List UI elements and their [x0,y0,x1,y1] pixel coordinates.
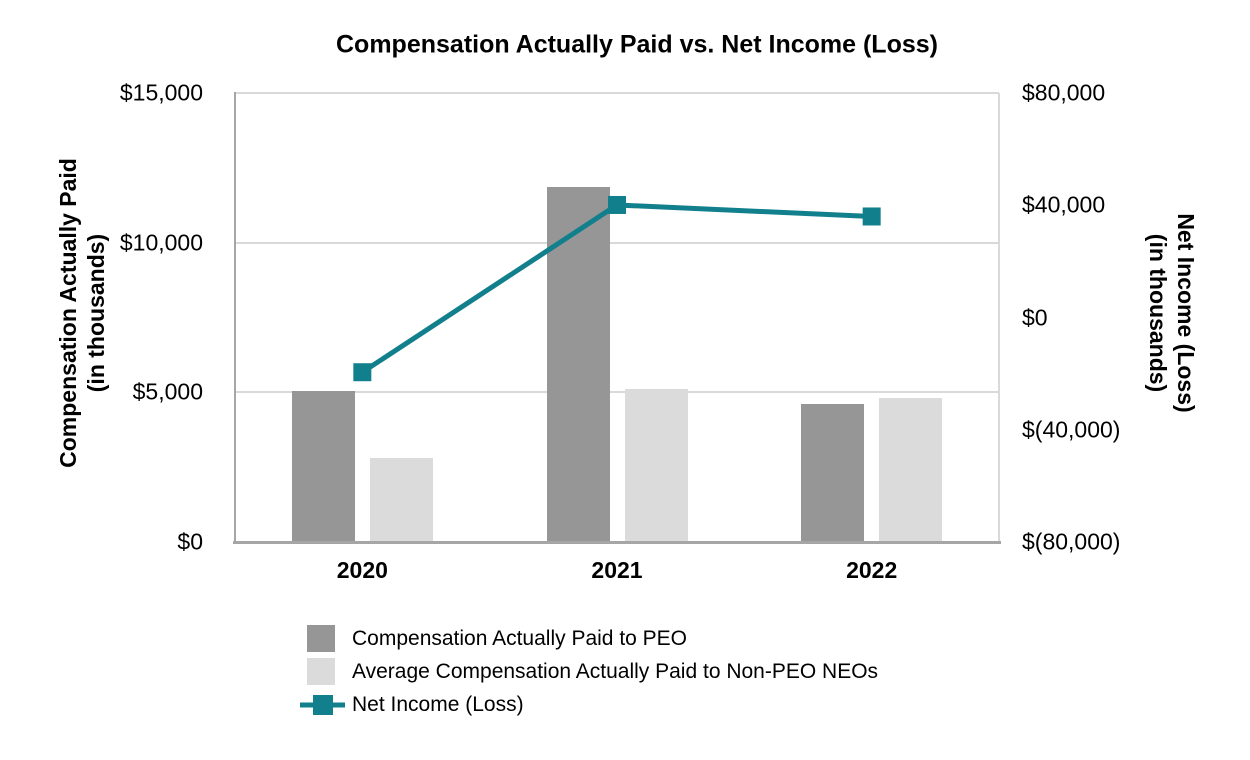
chart-title: Compensation Actually Paid vs. Net Incom… [336,30,938,59]
left-tick-label: $15,000 [119,79,203,106]
plot-area [233,92,1001,544]
net-income-swatch-slot [300,691,345,718]
net-income-marker-2020 [353,363,372,382]
net-income-line [360,202,872,375]
bar-non-peo-2022 [879,398,943,542]
x-axis-line [233,541,1001,544]
bar-non-peo-2020 [369,458,433,542]
bar-non-peo-2021 [624,389,688,542]
legend-item-non-peo: Average Compensation Actually Paid to No… [300,655,878,688]
x-label-2021: 2021 [591,557,643,583]
left-tick-label: $5,000 [132,378,203,405]
left-axis-ticks: $15,000 $10,000 $5,000 $0 [0,0,203,760]
gridline-10000 [235,241,999,244]
left-tick-label: $10,000 [119,229,203,256]
right-tick-label: $(80,000) [1022,528,1121,555]
plot-border-right [998,93,1000,542]
x-label-2020: 2020 [336,557,388,583]
right-axis-ticks: $80,000 $40,000 $0 $(40,000) $(80,000) [1022,0,1222,760]
right-tick-label: $80,000 [1022,79,1106,106]
legend-label-peo: Compensation Actually Paid to PEO [352,626,688,650]
y-axis-line [234,92,236,543]
right-tick-label: $(40,000) [1022,416,1121,443]
non-peo-swatch-slot [300,658,345,685]
gridline-5000 [235,391,999,394]
non-peo-bar-swatch-icon [307,658,335,685]
net-income-marker-2022 [862,207,881,226]
net-income-marker-swatch-icon [312,694,333,715]
bar-peo-2022 [801,404,865,542]
right-tick-label: $40,000 [1022,191,1106,218]
net-income-marker-2021 [608,195,626,214]
left-tick-label: $0 [177,528,203,555]
bar-peo-2020 [291,390,355,542]
peo-swatch-slot [300,625,345,652]
peo-bar-swatch-icon [307,625,335,652]
right-tick-label: $0 [1022,304,1048,330]
legend-label-net-income: Net Income (Loss) [352,692,524,716]
legend-label-non-peo: Average Compensation Actually Paid to No… [352,659,879,683]
x-label-2022: 2022 [846,557,898,583]
legend-item-net-income: Net Income (Loss) [300,688,878,721]
bar-peo-2021 [546,187,610,542]
legend-item-peo: Compensation Actually Paid to PEO [300,622,878,655]
legend: Compensation Actually Paid to PEO Averag… [300,622,878,721]
plot-border-top [235,92,999,94]
